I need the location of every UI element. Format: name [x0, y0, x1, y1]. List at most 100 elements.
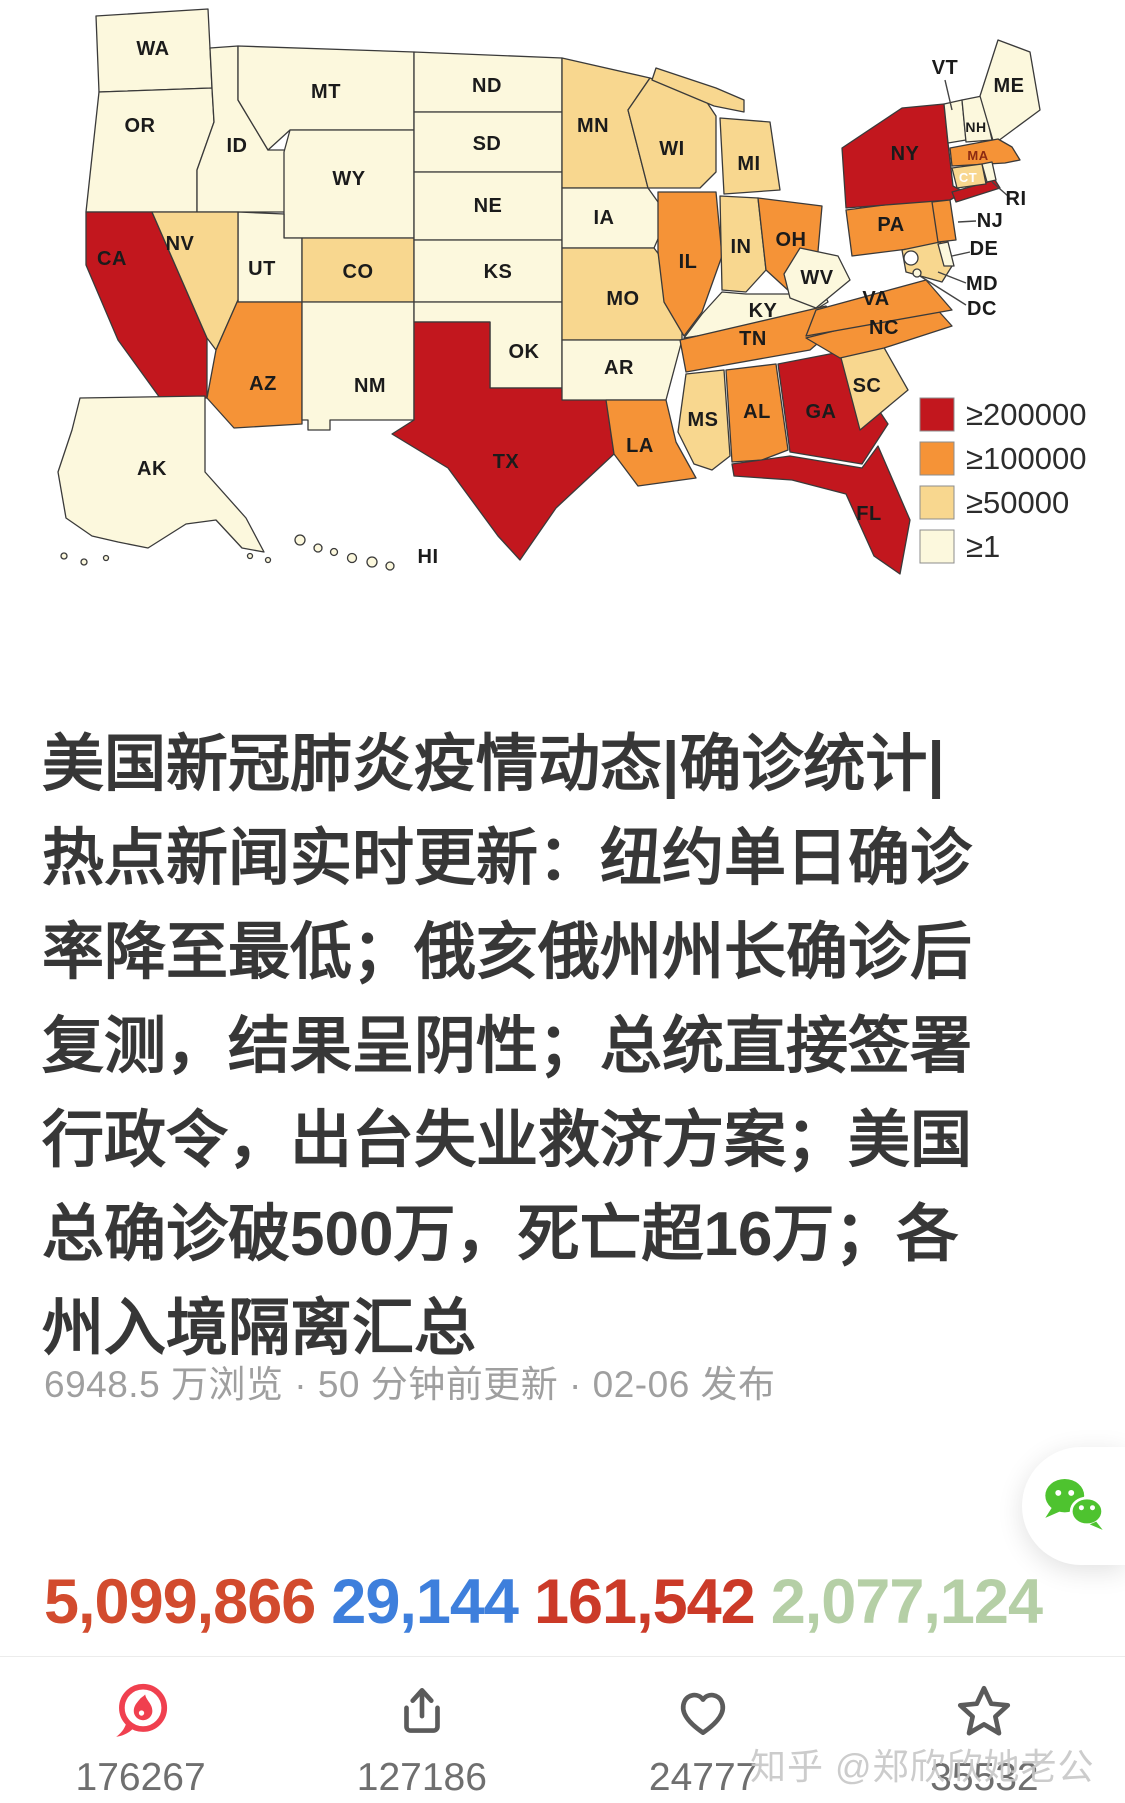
leader-DE	[951, 251, 971, 257]
favorite-count: 35532	[930, 1756, 1039, 1799]
state-label-VT: VT	[932, 57, 959, 79]
hi-island	[313, 543, 323, 553]
state-label-OH: OH	[776, 229, 807, 251]
state-label-OK: OK	[509, 341, 540, 363]
state-label-ND: ND	[472, 75, 502, 97]
state-label-GA: GA	[806, 401, 837, 423]
state-label-ME: ME	[994, 75, 1025, 97]
like-button[interactable]: 24777	[618, 1681, 788, 1800]
stat-new-today: 29,144	[331, 1567, 519, 1637]
state-WV	[783, 247, 851, 309]
legend-label-100000: ≥100000	[966, 441, 1086, 476]
state-label-DC: DC	[967, 298, 997, 320]
state-MI	[719, 117, 781, 195]
state-label-NY: NY	[891, 143, 920, 165]
state-NY	[841, 103, 965, 209]
state-label-WI: WI	[659, 138, 684, 160]
legend-label-200000: ≥200000	[966, 397, 1086, 432]
state-label-WY: WY	[332, 168, 365, 190]
chesapeake-bay-dot	[903, 250, 919, 266]
state-OR	[85, 87, 215, 213]
state-label-NC: NC	[869, 317, 899, 339]
state-label-MA: MA	[967, 148, 988, 163]
hi-island	[294, 534, 306, 546]
state-label-NJ: NJ	[977, 210, 1004, 232]
zhihu-watermark: 知乎 @郑欣欣她老公	[750, 1746, 1095, 1787]
state-NJ	[931, 199, 957, 243]
bottom-toolbar: 176267 127186 24777 35532	[0, 1656, 1125, 1803]
leader-NJ	[957, 220, 977, 223]
state-label-IN: IN	[731, 236, 752, 258]
state-MA	[949, 138, 1021, 167]
state-label-DE: DE	[970, 238, 999, 260]
covid-stats-row: 5,099,866 29,144 161,542 2,077,124	[44, 1566, 1043, 1638]
stat-deaths: 161,542	[533, 1567, 756, 1637]
state-label-IA: IA	[594, 207, 615, 229]
state-FL	[731, 445, 911, 575]
state-label-WA: WA	[136, 38, 169, 60]
legend-swatch-100000	[919, 441, 955, 476]
state-DE	[937, 241, 955, 267]
hi-island	[329, 547, 339, 557]
map-state-labels: WA OR CA NV ID MT WY UT CO AZ NM ND SD N…	[97, 38, 1026, 568]
state-IA	[561, 187, 669, 249]
state-LA	[605, 399, 697, 487]
hi-island	[346, 552, 358, 564]
us-covid-choropleth-map: WA OR CA NV ID MT WY UT CO AZ NM ND SD N…	[0, 0, 1125, 585]
state-label-OR: OR	[125, 115, 156, 137]
state-IL	[657, 191, 723, 337]
state-label-MD: MD	[966, 273, 998, 295]
state-AL	[725, 363, 789, 463]
state-GA	[777, 351, 889, 465]
map-states	[57, 8, 1041, 575]
share-icon	[391, 1681, 453, 1748]
state-label-LA: LA	[626, 435, 654, 457]
state-RI	[981, 161, 997, 183]
state-label-AR: AR	[604, 357, 634, 379]
share-count: 127186	[356, 1756, 487, 1799]
wechat-icon	[1037, 1467, 1111, 1546]
hot-comment-button[interactable]: 176267	[56, 1681, 226, 1800]
ak-islet	[264, 556, 272, 564]
state-label-SD: SD	[473, 133, 502, 155]
state-label-AL: AL	[743, 401, 771, 423]
favorite-button[interactable]: 35532	[899, 1681, 1069, 1800]
state-label-TN: TN	[739, 328, 767, 350]
state-label-NE: NE	[474, 195, 503, 217]
state-label-MI: MI	[737, 153, 760, 175]
state-label-AZ: AZ	[249, 373, 277, 395]
state-label-SC: SC	[853, 375, 882, 397]
share-button[interactable]: 127186	[337, 1681, 507, 1800]
state-label-MN: MN	[577, 115, 609, 137]
state-label-ID: ID	[227, 135, 248, 157]
leader-DC	[919, 275, 967, 306]
state-DC	[912, 268, 922, 278]
star-icon	[953, 1681, 1015, 1748]
heart-icon	[672, 1681, 734, 1748]
legend-swatch-200000	[919, 397, 955, 432]
state-label-RI: RI	[1006, 188, 1027, 210]
legend-swatch-50000	[919, 485, 955, 520]
map-legend: ≥200000 ≥100000 ≥50000 ≥1	[919, 397, 1086, 564]
article-meta: 6948.5 万浏览 · 50 分钟前更新 · 02-06 发布	[44, 1364, 776, 1405]
ak-islet	[102, 554, 110, 562]
state-CT	[951, 163, 987, 189]
state-label-VA: VA	[862, 288, 889, 310]
state-label-KS: KS	[484, 261, 513, 283]
wechat-share-button[interactable]	[1022, 1447, 1125, 1565]
state-AK	[57, 395, 265, 553]
legend-label-1: ≥1	[966, 529, 1000, 564]
state-label-NV: NV	[166, 233, 195, 255]
state-label-NH: NH	[965, 119, 986, 135]
state-label-MO: MO	[606, 288, 639, 310]
stat-recovered: 2,077,124	[770, 1567, 1043, 1637]
state-NM	[301, 301, 415, 431]
leader-RI	[991, 181, 1009, 197]
hi-island	[385, 561, 395, 571]
state-MI-upper	[651, 67, 745, 113]
leader-VT	[944, 79, 953, 111]
state-label-MS: MS	[688, 409, 719, 431]
ak-islet	[80, 558, 88, 566]
legend-swatch-1	[919, 529, 955, 564]
state-label-IL: IL	[679, 251, 698, 273]
